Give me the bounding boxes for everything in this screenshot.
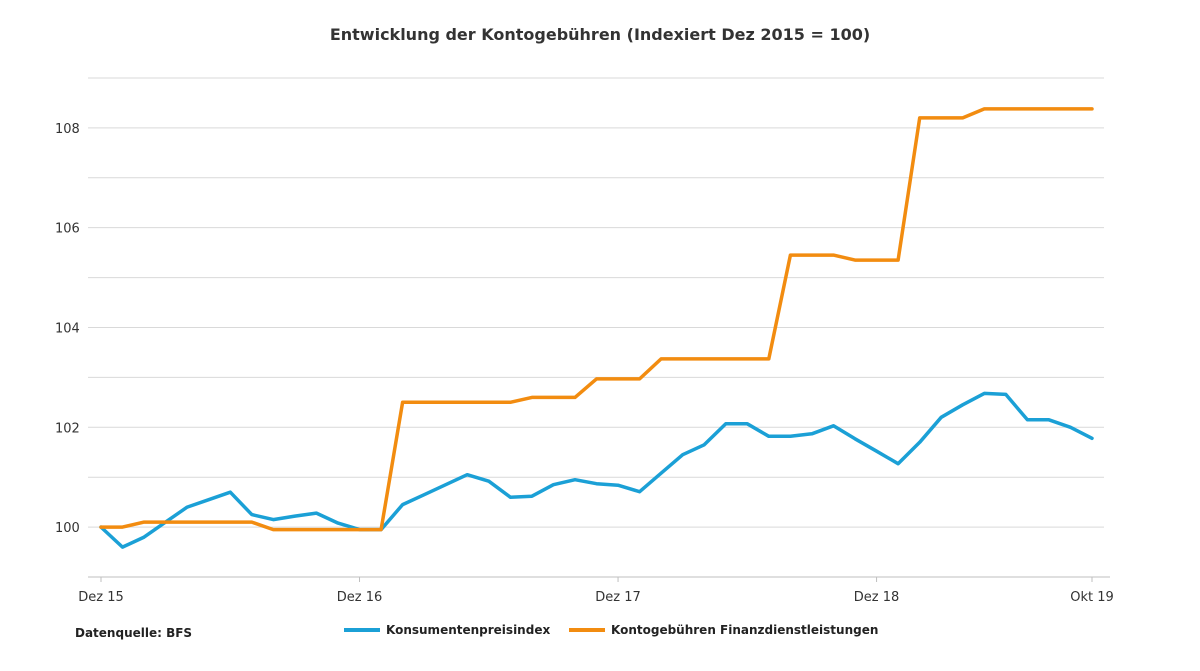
y-tick-label: 108 xyxy=(55,122,80,137)
series-lines xyxy=(99,107,1094,549)
y-tick-label: 104 xyxy=(55,321,80,336)
x-tick-label: Dez 16 xyxy=(337,590,383,605)
x-tick-label: Okt 19 xyxy=(1070,590,1114,605)
legend-label: Kontogebühren Finanzdienstleistungen xyxy=(611,623,878,637)
series-line-kontogebuehren xyxy=(99,107,1094,532)
data-source: Datenquelle: BFS xyxy=(75,626,192,640)
chart-title: Entwicklung der Kontogebühren (Indexiert… xyxy=(330,25,870,44)
y-tick-label: 106 xyxy=(55,222,80,237)
series-line-konsumentenpreisindex xyxy=(99,391,1094,549)
y-tick-label: 100 xyxy=(55,521,80,536)
x-tick-label: Dez 15 xyxy=(78,590,124,605)
grid-lines xyxy=(88,77,1104,528)
legend-label: Konsumentenpreisindex xyxy=(386,623,550,637)
x-axis-ticks: Dez 15 Dez 16 Dez 17 Dez 18 Okt 19 xyxy=(78,577,1114,605)
x-tick-label: Dez 18 xyxy=(854,590,900,605)
y-axis-ticks: 100 102 104 106 108 xyxy=(55,122,80,536)
x-tick-label: Dez 17 xyxy=(595,590,641,605)
y-tick-label: 102 xyxy=(55,421,80,436)
legend: Konsumentenpreisindex Kontogebühren Finan… xyxy=(344,623,878,637)
